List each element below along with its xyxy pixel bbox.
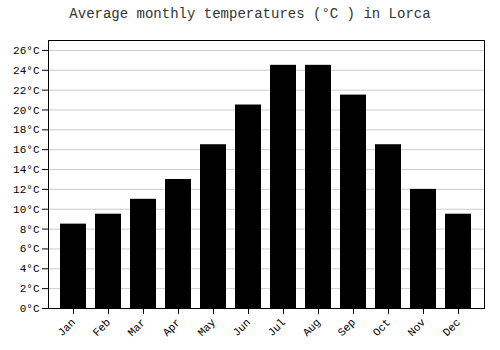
svg-text:Apr: Apr [161, 316, 183, 338]
svg-text:Jul: Jul [266, 316, 288, 338]
svg-text:4°C: 4°C [20, 263, 40, 275]
svg-text:Feb: Feb [91, 316, 113, 338]
svg-text:Dec: Dec [441, 316, 463, 338]
svg-text:18°C: 18°C [13, 124, 40, 136]
svg-text:20°C: 20°C [13, 105, 40, 117]
svg-text:16°C: 16°C [13, 144, 40, 156]
svg-text:24°C: 24°C [13, 65, 40, 77]
svg-text:12°C: 12°C [13, 184, 40, 196]
svg-text:Jan: Jan [56, 316, 78, 338]
svg-text:26°C: 26°C [13, 45, 40, 57]
svg-text:May: May [196, 316, 219, 339]
svg-text:Nov: Nov [406, 316, 429, 339]
svg-text:22°C: 22°C [13, 85, 40, 97]
svg-text:14°C: 14°C [13, 164, 40, 176]
html-text:Average monthly temperatures (: Average monthly temperatures (°C ) in Lo… [69, 6, 431, 22]
svg-text:Aug: Aug [301, 316, 323, 338]
svg-text:Oct: Oct [371, 316, 393, 338]
svg-text:Sep: Sep [336, 316, 358, 338]
svg-text:10°C: 10°C [13, 204, 40, 216]
svg-text:0°C: 0°C [20, 303, 40, 315]
svg-text:Mar: Mar [126, 316, 148, 338]
svg-text:2°C: 2°C [20, 283, 40, 295]
svg-text:8°C: 8°C [20, 224, 40, 236]
svg-text:Jun: Jun [231, 316, 253, 338]
svg-text:6°C: 6°C [20, 243, 40, 255]
